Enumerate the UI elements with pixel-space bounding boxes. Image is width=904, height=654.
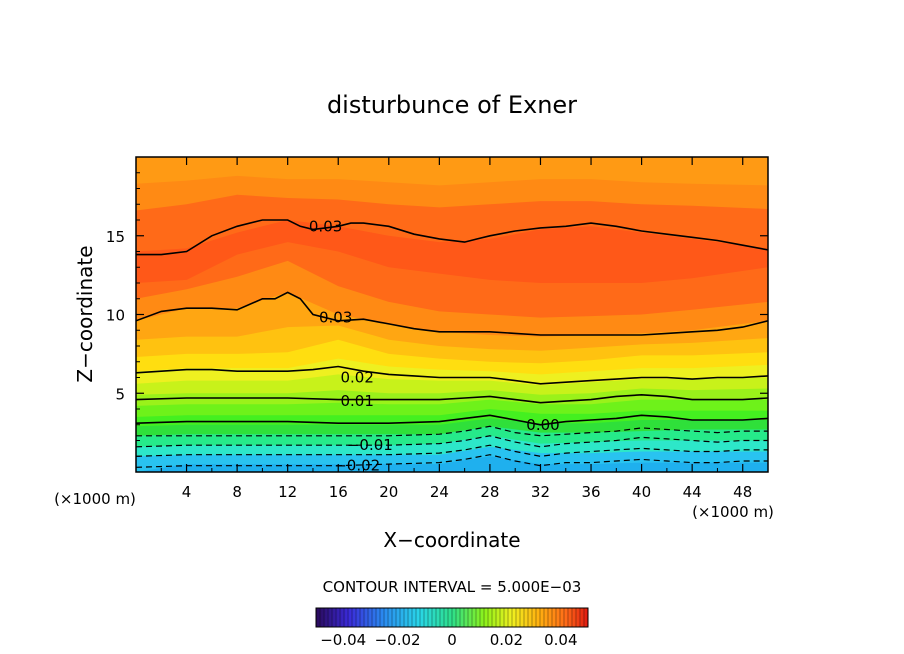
contour-line-6 xyxy=(136,435,768,448)
contour-line-7 xyxy=(136,444,768,457)
x-tick-label: 12 xyxy=(278,483,297,501)
x-tick-label: 24 xyxy=(430,483,449,501)
contour-line-4 xyxy=(136,414,768,426)
x-unit-label: (×1000 m) xyxy=(692,503,774,521)
y-axis-label: Z−coordinate xyxy=(73,245,97,382)
contour-label: −0.01 xyxy=(347,436,393,454)
x-tick-label: 36 xyxy=(581,483,600,501)
y-tick-label: 15 xyxy=(106,228,125,246)
color-bands xyxy=(136,157,768,472)
contour-label: 0.03 xyxy=(319,309,352,327)
y-unit-label: (×1000 m) xyxy=(54,490,136,508)
contour-interval-text: CONTOUR INTERVAL = 5.000E−03 xyxy=(323,578,582,596)
contour-line-3 xyxy=(136,393,768,404)
contour-label: 0.01 xyxy=(340,392,373,410)
contour-labels: 0.03 0.03 0.02 0.01 0.00 −0.01 −0.02 xyxy=(309,217,560,475)
color-band-17 xyxy=(136,157,768,186)
x-tick-label: 48 xyxy=(733,483,752,501)
contour-label: −0.02 xyxy=(334,457,380,475)
chart-title: disturbunce of Exner xyxy=(327,91,577,119)
contour-lines xyxy=(136,219,768,468)
contour-line-8 xyxy=(136,454,768,468)
x-tick-label: 16 xyxy=(329,483,348,501)
x-tick-label: 20 xyxy=(379,483,398,501)
x-axis-label: X−coordinate xyxy=(383,528,520,552)
x-tick-label: 44 xyxy=(683,483,702,501)
x-tick-label: 4 xyxy=(182,483,192,501)
colorbar-tick-label: 0.02 xyxy=(490,631,523,649)
contour-line-2 xyxy=(136,365,768,385)
x-tick-label: 32 xyxy=(531,483,550,501)
contour-line-0 xyxy=(136,219,768,256)
colorbar-tick-label: −0.02 xyxy=(375,631,421,649)
contour-line-1 xyxy=(136,291,768,336)
x-tick-label: 8 xyxy=(232,483,242,501)
x-tick-label: 28 xyxy=(480,483,499,501)
colorbar-labels: −0.04 −0.02 0 0.02 0.04 xyxy=(320,631,577,649)
colorbar-tick-label: −0.04 xyxy=(320,631,366,649)
colorbar-tick-label: 0.04 xyxy=(544,631,577,649)
contour-label: 0.02 xyxy=(340,369,373,387)
contour-label: 0.00 xyxy=(526,416,559,434)
y-tick-label: 5 xyxy=(115,385,125,403)
x-tick-label: 40 xyxy=(632,483,651,501)
colorbar-stripes xyxy=(319,608,585,627)
colorbar-tick-label: 0 xyxy=(447,631,457,649)
contour-label: 0.03 xyxy=(309,217,342,235)
y-tick-label: 10 xyxy=(106,307,125,325)
contour-line-5 xyxy=(136,425,768,437)
